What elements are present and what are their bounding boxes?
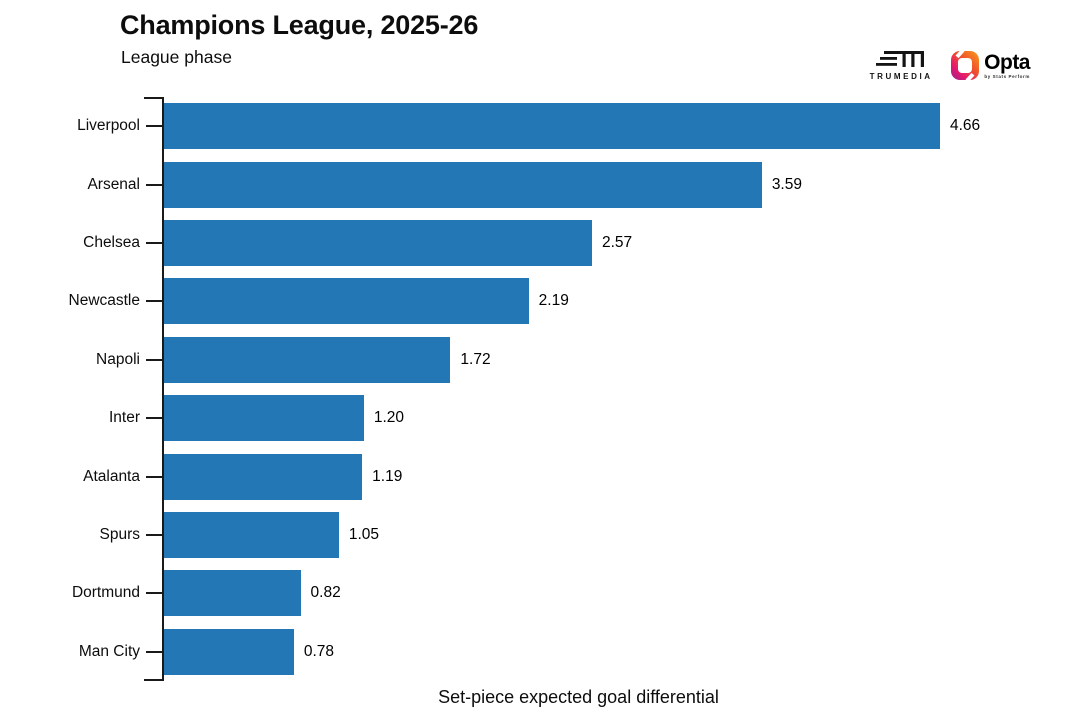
chart-row-chelsea: Chelsea 2.57 — [0, 214, 1086, 272]
x-axis-label: Set-piece expected goal differential — [438, 687, 719, 707]
value-label: 2.19 — [538, 292, 569, 310]
value-label: 2.57 — [601, 233, 633, 251]
chart-row-napoli: Napoli 1.72 — [0, 331, 1086, 389]
y-axis-tick — [146, 650, 162, 653]
y-axis-bottom-cap — [144, 679, 164, 681]
opta-wordmark: Opta — [984, 50, 1030, 74]
category-label: Newcastle — [68, 292, 141, 310]
logo-group: TRUMEDIA Opta by Stats Perform — [869, 48, 1030, 83]
y-axis-spine — [162, 97, 164, 681]
bar-newcastle — [164, 278, 529, 325]
y-axis-tick — [146, 533, 162, 536]
y-axis-tick — [146, 358, 162, 361]
category-label: Arsenal — [87, 175, 140, 193]
chart-row-dortmund: Dortmund 0.82 — [0, 564, 1086, 622]
y-axis-tick — [146, 475, 162, 478]
value-label: 4.66 — [950, 117, 981, 135]
category-label: Atalanta — [83, 467, 140, 485]
value-label: 0.78 — [303, 642, 335, 660]
bar-chelsea — [164, 219, 592, 266]
bar-napoli — [164, 336, 451, 383]
chart-row-newcastle: Newcastle 2.19 — [0, 272, 1086, 330]
chart-row-arsenal: Arsenal 3.59 — [0, 155, 1086, 213]
chart-row-spurs: Spurs 1.05 — [0, 506, 1086, 564]
opta-tagline: by Stats Perform — [984, 73, 1030, 79]
chart-row-man-city: Man City 0.78 — [0, 623, 1086, 681]
trumedia-logo: TRUMEDIA — [869, 50, 933, 81]
bar-inter — [164, 395, 364, 442]
category-label: Dortmund — [71, 584, 140, 602]
bar-arsenal — [164, 161, 762, 208]
bar-dortmund — [164, 570, 301, 617]
category-label: Liverpool — [77, 117, 140, 135]
category-label: Chelsea — [83, 233, 140, 251]
bar-spurs — [164, 511, 339, 558]
chart-subtitle: League phase — [121, 47, 232, 67]
y-axis-tick — [146, 417, 162, 420]
y-axis-tick — [146, 300, 162, 303]
value-label: 1.05 — [348, 525, 380, 543]
y-axis-tick — [146, 241, 162, 244]
y-axis-tick — [146, 592, 162, 595]
bar-liverpool — [164, 103, 940, 150]
category-label: Inter — [108, 409, 140, 427]
opta-icon — [951, 48, 980, 83]
value-label: 1.19 — [372, 467, 403, 485]
y-axis-tick — [146, 125, 162, 128]
category-label: Man City — [78, 642, 140, 660]
bar-man-city — [164, 628, 294, 675]
chart-title: Champions League, 2025-26 — [120, 10, 479, 40]
y-axis-top-cap — [144, 97, 164, 99]
trumedia-wordmark: TRUMEDIA — [869, 72, 933, 81]
bar-atalanta — [164, 453, 363, 500]
trumedia-icon — [876, 51, 925, 67]
category-label: Napoli — [96, 350, 140, 368]
value-label: 3.59 — [771, 175, 802, 193]
chart-row-atalanta: Atalanta 1.19 — [0, 447, 1086, 505]
y-axis-tick — [146, 183, 162, 186]
value-label: 0.82 — [310, 584, 341, 602]
opta-logo: Opta by Stats Perform — [951, 48, 1030, 83]
value-label: 1.72 — [460, 350, 491, 368]
chart-row-liverpool: Liverpool 4.66 — [0, 97, 1086, 155]
chart-row-inter: Inter 1.20 — [0, 389, 1086, 447]
bar-chart: Liverpool 4.66 Arsenal 3.59 Chelsea 2.57 Newca… — [0, 97, 1086, 681]
value-label: 1.20 — [373, 409, 404, 427]
category-label: Spurs — [99, 525, 141, 543]
